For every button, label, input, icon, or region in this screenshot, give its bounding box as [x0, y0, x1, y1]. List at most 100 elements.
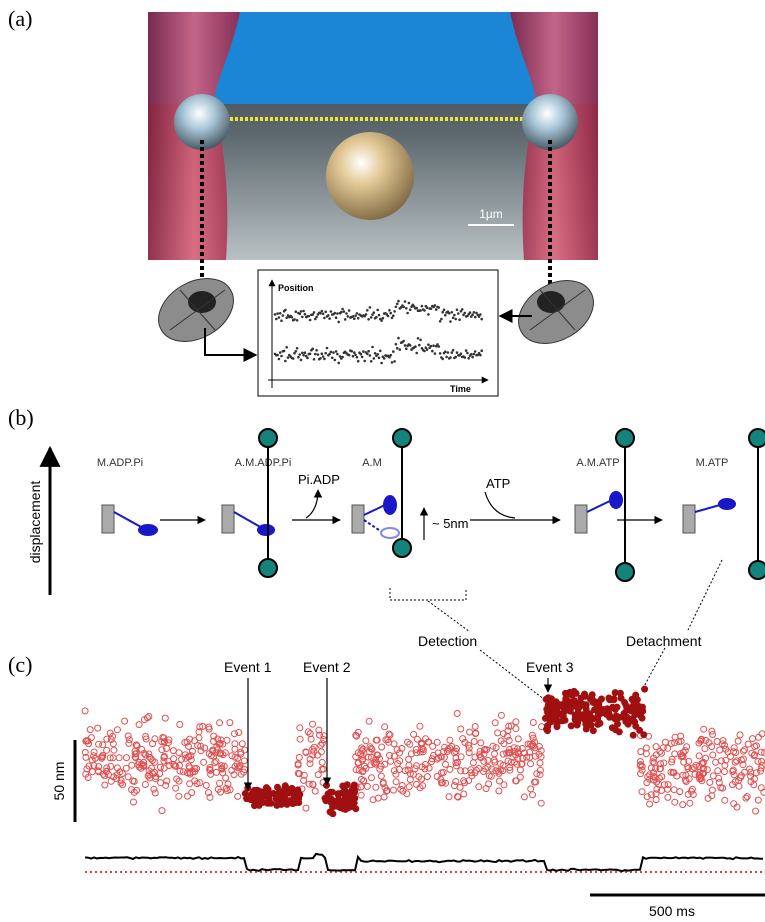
shape: [370, 361, 372, 363]
shape: [235, 793, 241, 799]
shape: [171, 756, 177, 762]
event-label: Event 1: [224, 659, 272, 675]
shape: [102, 505, 114, 533]
shape: [303, 310, 305, 312]
shape: [393, 779, 399, 785]
shape: [277, 789, 283, 795]
shape: [485, 757, 491, 763]
shape: [306, 490, 318, 518]
shape: [251, 791, 257, 797]
shape: [452, 317, 454, 319]
shape: [340, 798, 346, 804]
shape: [549, 705, 555, 711]
shape: [316, 316, 318, 318]
shape: [312, 788, 318, 794]
shape: [473, 312, 475, 314]
shape: [447, 352, 449, 354]
shape: [472, 314, 474, 316]
shape: [348, 310, 350, 312]
shape: [456, 309, 458, 311]
transition: Pi.ADP: [298, 472, 340, 487]
shape: [322, 313, 324, 315]
shape: [460, 311, 462, 313]
shape: [356, 356, 358, 358]
shape: [434, 305, 436, 307]
shape: [477, 314, 479, 316]
shape: [408, 302, 410, 304]
trace: [85, 854, 763, 871]
shape: [259, 429, 277, 447]
shape: [124, 755, 130, 761]
shape: [152, 790, 158, 796]
shape: [390, 560, 722, 700]
shape: [731, 801, 737, 807]
shape: [352, 505, 364, 533]
shape: [734, 804, 740, 810]
shape: [381, 794, 387, 800]
shape: [684, 744, 690, 750]
shape: [471, 739, 477, 745]
shape: [468, 358, 470, 360]
shape: [370, 317, 372, 319]
shape: [722, 797, 728, 803]
shape: [285, 360, 287, 362]
shape: [369, 307, 371, 309]
shape: [316, 350, 318, 352]
shape: [321, 310, 323, 312]
axis-label: Position: [278, 283, 314, 293]
shape: [321, 737, 327, 743]
shape: [406, 348, 408, 350]
shape: [653, 797, 659, 803]
shape: [458, 726, 464, 732]
shape: [361, 356, 363, 358]
shape: [683, 505, 695, 533]
shape: [632, 712, 638, 718]
shape: [297, 736, 303, 742]
shape: [707, 779, 713, 785]
shape: [382, 761, 388, 767]
shape: [326, 132, 414, 220]
shape: [179, 756, 185, 762]
shape: [696, 753, 702, 759]
shape: [307, 357, 309, 359]
shape: [292, 790, 298, 796]
shape: [330, 351, 332, 353]
shape: [313, 312, 315, 314]
shape: [276, 318, 278, 320]
shape: [395, 343, 397, 345]
shape: [265, 800, 271, 806]
shape: [409, 345, 411, 347]
shape: [426, 307, 428, 309]
shape: [201, 759, 207, 765]
shape: [662, 739, 668, 745]
shape: [326, 347, 328, 349]
shape: [286, 347, 288, 349]
shape: [515, 736, 521, 742]
event-label: Event 3: [526, 659, 574, 675]
shape: [352, 316, 354, 318]
shape: [217, 720, 223, 726]
motor: [102, 505, 695, 533]
shape: [378, 773, 384, 779]
shape: [339, 356, 341, 358]
shape: [429, 347, 431, 349]
shape: [393, 351, 395, 353]
shape: [350, 786, 356, 792]
shape: [355, 315, 357, 317]
shape: [319, 759, 325, 765]
shape: [126, 740, 132, 746]
shape: [356, 313, 358, 315]
shape: [299, 354, 301, 356]
shape: [315, 772, 321, 778]
shape: [368, 319, 370, 321]
shape: [312, 348, 314, 350]
shape: [435, 345, 437, 347]
shape: [432, 350, 434, 352]
shape: [453, 779, 459, 785]
shape: [283, 791, 289, 797]
shape: [474, 316, 476, 318]
shape: [415, 346, 417, 348]
shape: [421, 305, 423, 307]
shape: [187, 781, 193, 787]
shape: [142, 782, 148, 788]
